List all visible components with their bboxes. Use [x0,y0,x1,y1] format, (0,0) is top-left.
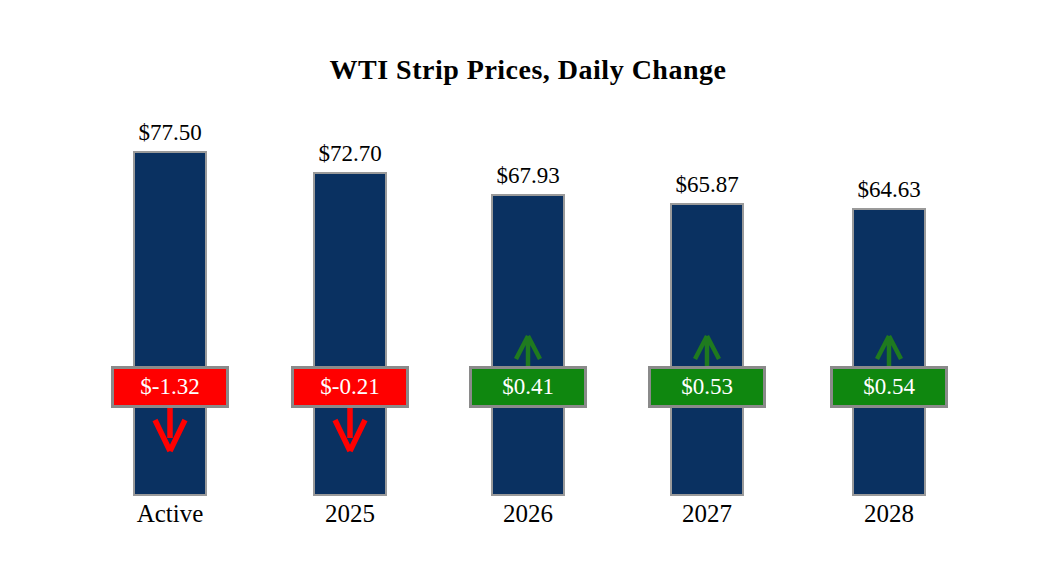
category-label: 2025 [260,500,440,528]
wti-strip-prices-chart: WTI Strip Prices, Daily Change $77.50 $-… [0,0,1056,576]
change-arrow-down-icon [151,405,189,453]
category-label: Active [80,500,260,528]
change-badge: $-0.21 [291,366,409,408]
bar-group-2027: $65.87 $0.53 2027 [617,0,797,576]
bar-group-2026: $67.93 $0.41 2026 [438,0,618,576]
change-arrow-down-icon [331,405,369,453]
category-label: 2028 [799,500,979,528]
change-badge: $0.53 [648,366,766,408]
price-label: $67.93 [438,163,618,189]
change-badge: $-1.32 [111,366,229,408]
change-arrow-up-icon [512,333,544,369]
price-label: $72.70 [260,141,440,167]
bar-group-2025: $72.70 $-0.21 2025 [260,0,440,576]
price-label: $77.50 [80,120,260,146]
bar-group-2028: $64.63 $0.54 2028 [799,0,979,576]
change-arrow-up-icon [873,333,905,369]
change-badge: $0.54 [830,366,948,408]
bar-group-active: $77.50 $-1.32 Active [80,0,260,576]
category-label: 2026 [438,500,618,528]
change-badge: $0.41 [469,366,587,408]
price-label: $64.63 [799,177,979,203]
price-label: $65.87 [617,172,797,198]
change-arrow-up-icon [691,333,723,369]
category-label: 2027 [617,500,797,528]
